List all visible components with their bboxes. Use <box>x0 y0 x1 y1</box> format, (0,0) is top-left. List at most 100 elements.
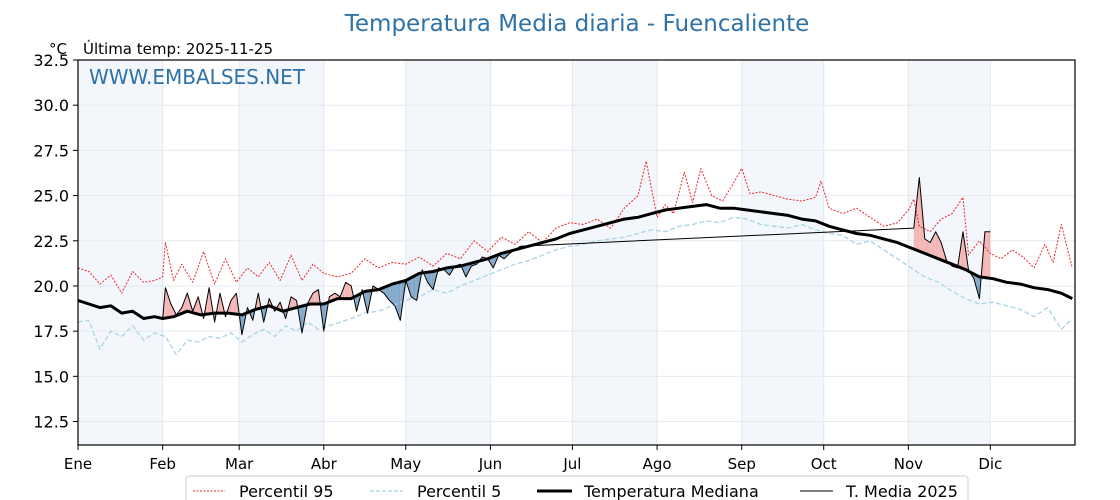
above-median-fill <box>295 299 297 308</box>
month-shade-sep <box>741 60 824 445</box>
y-tick-label: 32.5 <box>33 51 69 70</box>
watermark: WWW.EMBALSES.NET <box>89 65 306 89</box>
x-tick-label: Oct <box>811 455 837 473</box>
below-median-fill <box>390 284 393 304</box>
below-median-fill <box>392 283 394 305</box>
below-median-fill <box>401 281 404 311</box>
above-median-fill <box>983 231 985 278</box>
below-median-fill <box>975 274 977 289</box>
below-median-fill <box>412 276 414 299</box>
above-median-fill <box>935 231 938 259</box>
above-median-fill <box>194 304 196 314</box>
above-median-fill <box>927 240 929 256</box>
below-median-fill <box>978 276 980 299</box>
above-median-fill <box>233 294 236 314</box>
above-median-fill <box>315 290 318 305</box>
above-median-fill <box>166 291 169 318</box>
below-median-fill <box>385 286 387 297</box>
above-median-fill <box>919 177 921 252</box>
month-shade-jul <box>572 60 658 445</box>
above-median-fill <box>916 190 918 251</box>
x-tick-label: Mar <box>225 455 254 473</box>
chart-title: Temperatura Media diaria - Fuencaliente <box>344 11 809 37</box>
below-median-fill <box>494 255 496 265</box>
legend-p95-label: Percentil 95 <box>239 482 334 500</box>
y-tick-label: 22.5 <box>33 232 69 251</box>
above-median-fill <box>345 282 348 299</box>
above-median-fill <box>185 293 188 312</box>
above-median-fill <box>206 295 208 315</box>
series-line-percentil-5 <box>77 216 1073 356</box>
above-median-fill <box>317 289 319 305</box>
x-tick-label: Jul <box>562 455 581 473</box>
above-median-fill <box>292 297 294 309</box>
below-median-fill <box>356 294 358 312</box>
above-median-fill <box>984 231 987 278</box>
below-median-fill <box>468 263 470 272</box>
below-median-fill <box>413 275 416 300</box>
below-median-fill <box>386 285 389 299</box>
above-median-fill <box>934 231 936 258</box>
y-tick-label: 25.0 <box>33 187 69 206</box>
above-median-fill <box>347 283 349 299</box>
below-median-fill <box>397 282 399 317</box>
above-median-fill <box>196 296 199 315</box>
y-tick-label: 17.5 <box>33 322 69 341</box>
legend-median-label: Temperatura Mediana <box>583 482 759 500</box>
x-tick-label: May <box>390 455 421 473</box>
month-shade-ene <box>78 60 163 445</box>
series-line-temperatura-mediana <box>77 203 1073 320</box>
y-tick-label: 12.5 <box>33 413 69 432</box>
y-tick-label: 15.0 <box>33 367 69 386</box>
below-median-fill <box>491 256 494 268</box>
below-median-fill <box>463 264 465 274</box>
x-tick-label: Dic <box>978 455 1002 473</box>
below-median-fill <box>465 264 468 277</box>
above-median-fill <box>165 287 167 319</box>
above-median-fill <box>218 293 221 314</box>
y-tick-label: 27.5 <box>33 141 69 160</box>
legend: Percentil 95 Percentil 5 Temperatura Med… <box>185 475 969 500</box>
above-median-fill <box>917 177 920 252</box>
below-median-fill <box>389 284 391 302</box>
below-median-fill <box>396 282 398 314</box>
below-median-fill <box>398 281 401 321</box>
above-median-fill <box>930 239 932 257</box>
below-median-fill <box>393 283 395 306</box>
above-median-fill <box>314 291 316 305</box>
below-median-fill <box>409 277 412 297</box>
above-median-fill <box>348 284 350 299</box>
x-tick-label: Ago <box>643 455 672 473</box>
above-median-fill <box>232 296 234 314</box>
above-median-fill <box>931 237 933 257</box>
above-median-fill <box>932 234 935 258</box>
below-median-fill <box>448 267 450 276</box>
month-shade-may <box>405 60 491 445</box>
x-tick-label: Abr <box>311 455 338 473</box>
below-median-fill <box>430 271 432 288</box>
above-median-fill <box>310 295 312 305</box>
y-tick-label: 20.0 <box>33 277 69 296</box>
above-median-fill <box>928 241 931 256</box>
below-median-fill <box>427 272 429 285</box>
x-tick-label: Ene <box>64 455 92 473</box>
x-tick-label: Nov <box>894 455 923 473</box>
below-median-fill <box>303 305 305 326</box>
below-median-fill <box>322 304 324 332</box>
x-tick-label: Sep <box>728 455 756 473</box>
above-median-fill <box>964 241 966 270</box>
plot-frame <box>77 59 1076 446</box>
below-median-fill <box>364 291 367 308</box>
above-median-fill <box>235 293 237 315</box>
above-median-fill <box>293 298 296 309</box>
unit-label: °C <box>49 40 67 58</box>
last-temp-label: Última temp: 2025-11-25 <box>83 39 273 58</box>
below-median-fill <box>434 270 436 285</box>
above-median-fill <box>988 231 991 279</box>
above-median-fill <box>986 231 988 278</box>
above-median-fill <box>291 296 293 310</box>
above-median-fill <box>312 292 315 305</box>
above-median-fill <box>939 239 942 260</box>
above-median-fill <box>937 234 939 259</box>
below-median-fill <box>388 285 390 301</box>
